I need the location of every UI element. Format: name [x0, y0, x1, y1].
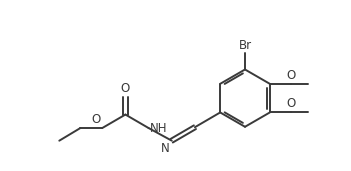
Text: NH: NH: [150, 122, 168, 135]
Text: Br: Br: [238, 39, 252, 52]
Text: O: O: [91, 113, 100, 126]
Text: N: N: [161, 142, 170, 155]
Text: O: O: [286, 69, 296, 82]
Text: O: O: [121, 82, 130, 95]
Text: O: O: [286, 97, 296, 110]
